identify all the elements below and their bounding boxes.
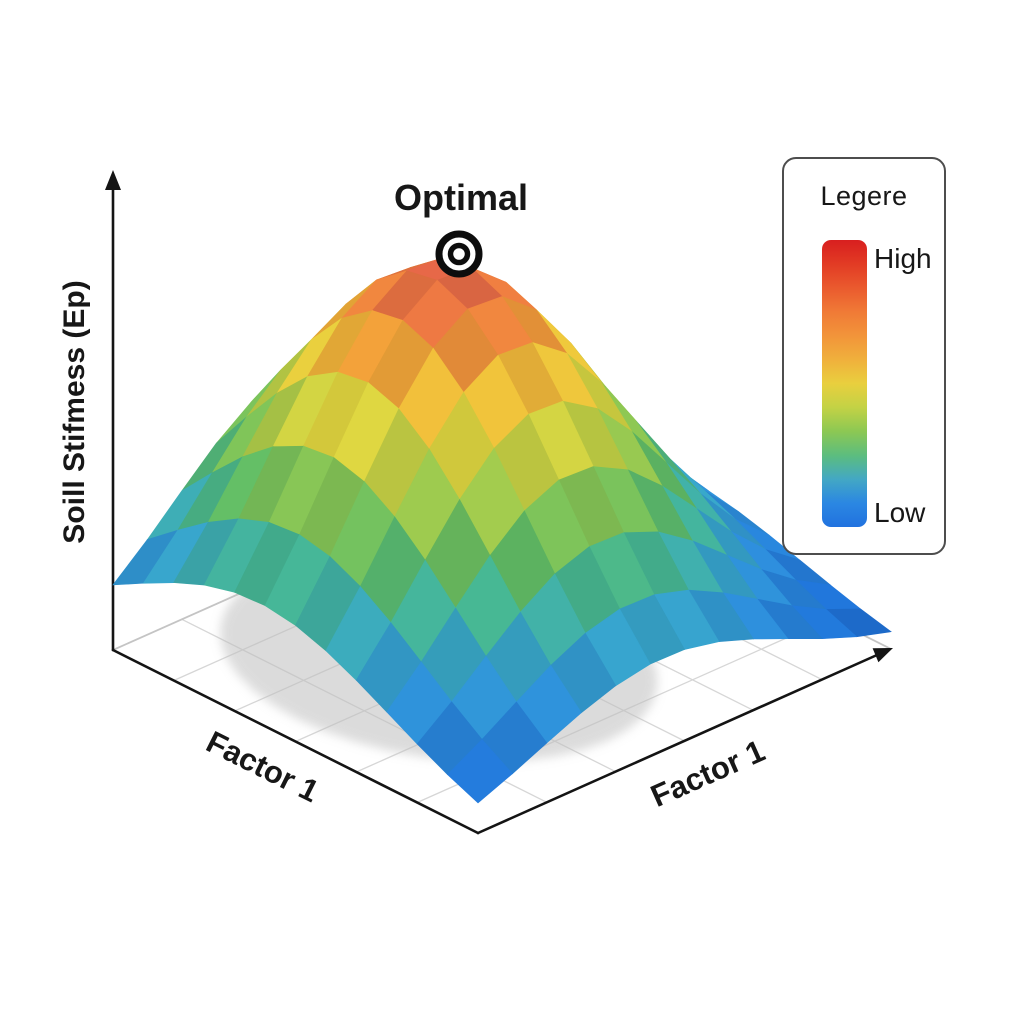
x-right-axis-label: Factor 1 bbox=[646, 733, 770, 814]
legend-colorbar bbox=[822, 240, 867, 527]
legend-high-label: High bbox=[874, 243, 932, 274]
legend-title: Legere bbox=[820, 181, 908, 211]
optimal-marker-icon bbox=[435, 230, 483, 278]
legend-low-label: Low bbox=[874, 497, 926, 528]
x-right-axis-line bbox=[476, 653, 879, 835]
x-right-axis-arrow-icon bbox=[872, 648, 893, 663]
axes bbox=[105, 170, 893, 835]
surface-mesh bbox=[112, 258, 892, 804]
z-axis-label: Soill Stifmess (Ep) bbox=[58, 280, 91, 543]
x-left-axis-line bbox=[111, 648, 480, 835]
optimal-label: Optimal bbox=[394, 177, 528, 218]
legend-box: Legere High Low bbox=[782, 157, 946, 555]
z-axis-arrow-icon bbox=[105, 170, 121, 190]
